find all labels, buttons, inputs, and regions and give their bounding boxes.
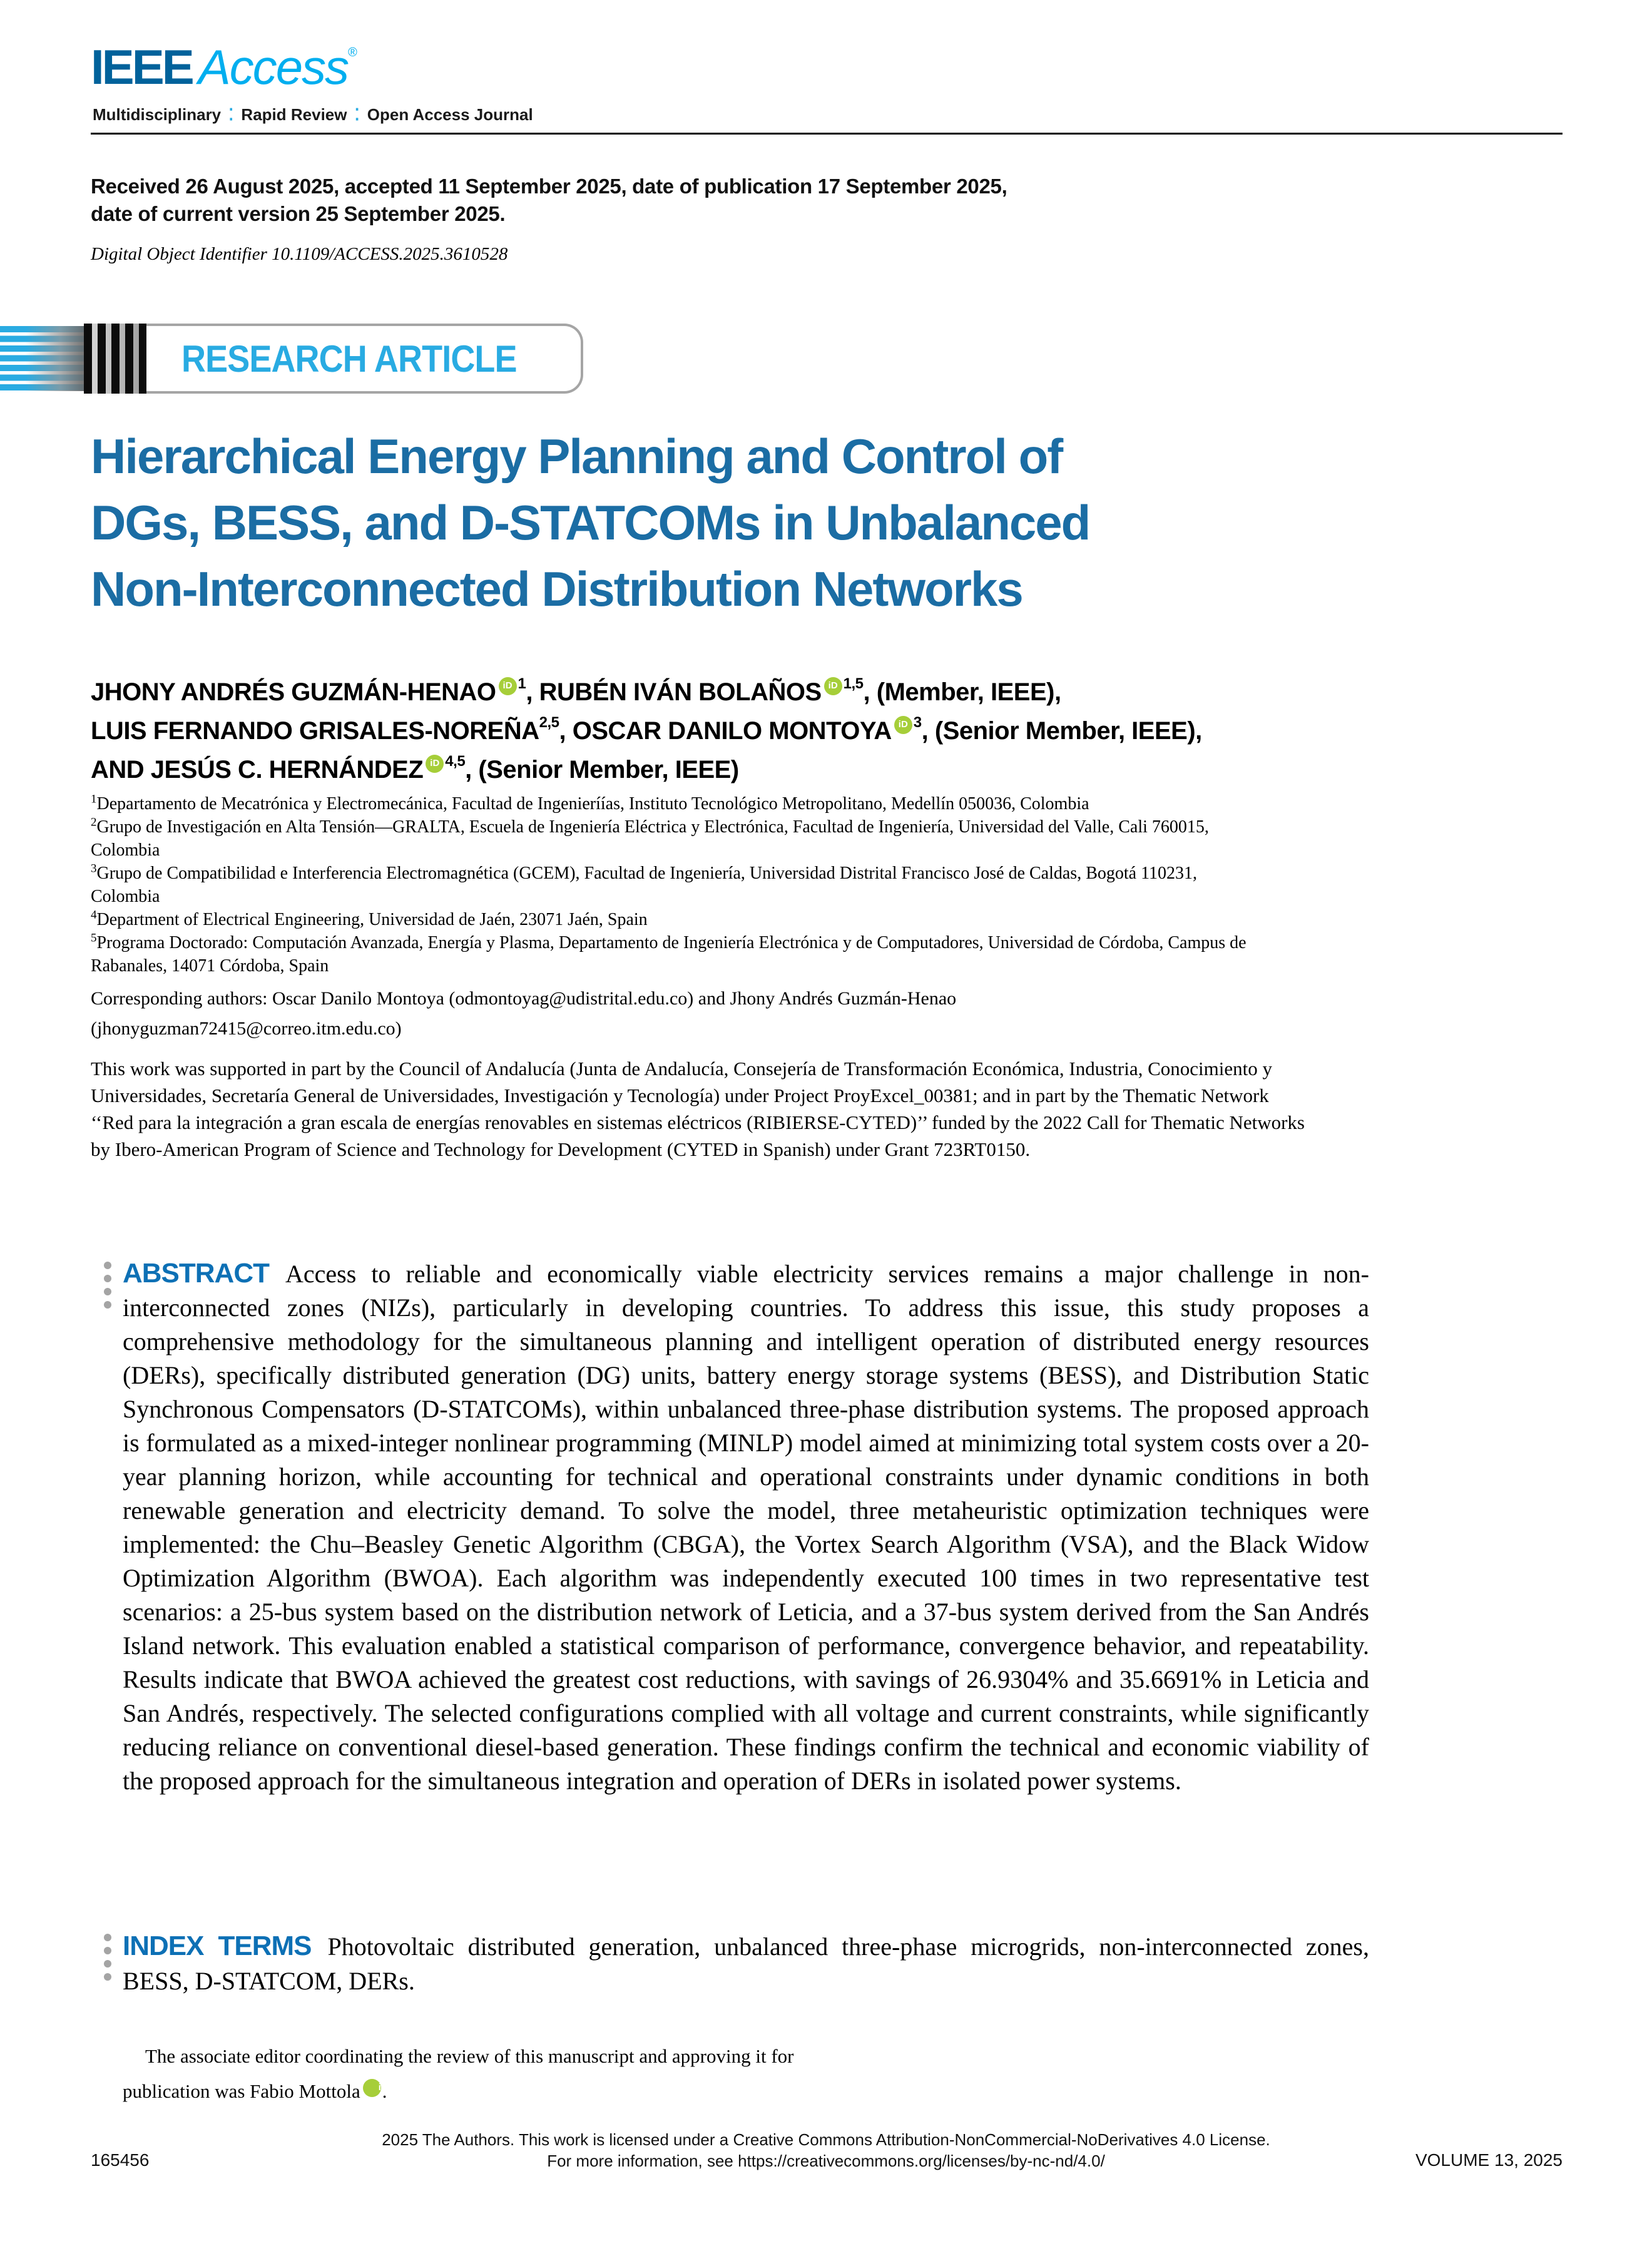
author-name: LUIS FERNANDO GRISALES-NOREÑA xyxy=(91,717,539,745)
doi: Digital Object Identifier 10.1109/ACCESS… xyxy=(91,244,508,264)
orcid-icon[interactable]: iD xyxy=(498,676,517,695)
article-type-label: RESEARCH ARTICLE xyxy=(181,337,518,380)
affiliation-sup: 4 xyxy=(91,908,97,922)
dot xyxy=(104,1947,111,1954)
author-name: , (Member, IEEE), xyxy=(863,678,1062,706)
index-terms-text: Photovoltaic distributed generation, unb… xyxy=(123,1932,1369,1995)
affiliations: 1Departamento de Mecatrónica y Electrome… xyxy=(91,792,1267,978)
author-name: , (Senior Member, IEEE), xyxy=(921,717,1203,745)
author-affiliation-sup: 3 xyxy=(913,714,922,731)
orcid-icon[interactable]: iD xyxy=(362,2078,388,2097)
volume-info: VOLUME 13, 2025 xyxy=(1415,2150,1563,2170)
tagline-separator-icon: ⁚ xyxy=(228,105,234,124)
license-note: 2025 The Authors. This work is licensed … xyxy=(0,2129,1652,2172)
abstract: ABSTRACT Access to reliable and economica… xyxy=(123,1257,1369,1798)
orcid-icon[interactable]: iD xyxy=(426,754,444,773)
author-name: , OSCAR DANILO MONTOYA xyxy=(559,717,892,745)
author-line: LUIS FERNANDO GRISALES-NOREÑA2,5, OSCAR … xyxy=(91,712,1202,750)
abstract-heading: ABSTRACT xyxy=(123,1258,270,1289)
affiliation-text: Department of Electrical Engineering, Un… xyxy=(96,910,648,929)
abstract-section-marker xyxy=(104,1262,111,1309)
author-name: JHONY ANDRÉS GUZMÁN-HENAO xyxy=(91,678,496,706)
title-line: Hierarchical Energy Planning and Control… xyxy=(91,429,1063,484)
orcid-icon[interactable]: iD xyxy=(823,676,842,695)
dot xyxy=(104,1288,111,1295)
editor-note: The associate editor coordinating the re… xyxy=(123,2039,798,2109)
author-name: , (Senior Member, IEEE) xyxy=(465,756,739,784)
author-lines: JHONY ANDRÉS GUZMÁN-HENAO iD 1, RUBÉN IVÁN… xyxy=(91,673,1202,789)
received-line: date of current version 25 September 202… xyxy=(91,202,506,225)
affiliation-sup: 3 xyxy=(91,862,97,875)
abstract-text: Access to reliable and economically viab… xyxy=(123,1260,1369,1795)
affiliation-text: Grupo de Compatibilidad e Interferencia … xyxy=(91,864,1198,906)
logo-tagline: Multidisciplinary ⁚ Rapid Review ⁚ Open Acce… xyxy=(93,105,533,125)
affiliation-sup: 1 xyxy=(91,792,97,806)
tagline-word: Rapid Review xyxy=(241,105,347,124)
affiliation-item: 4Department of Electrical Engineering, U… xyxy=(91,908,1267,931)
affiliation-sup: 5 xyxy=(91,931,97,945)
ieee-logo-text: IEEE xyxy=(91,39,195,94)
funding-note: This work was supported in part by the C… xyxy=(91,1058,1305,1160)
index-terms-heading: INDEX TERMS xyxy=(123,1931,312,1961)
affiliation-item: 3Grupo de Compatibilidad e Interferencia… xyxy=(91,862,1267,908)
editor-note-suffix: . xyxy=(382,2080,387,2102)
affiliation-text: Departamento de Mecatrónica y Electromec… xyxy=(96,794,1089,814)
journal-logo: IEEE Access® xyxy=(91,39,357,96)
author-affiliation-sup: 1 xyxy=(518,675,526,692)
author-affiliation-sup: 2,5 xyxy=(539,714,559,731)
received-line: Received 26 August 2025, accepted 11 Sep… xyxy=(91,175,1007,198)
dot xyxy=(104,1275,111,1282)
editor-note-text: The associate editor coordinating the re… xyxy=(123,2045,794,2102)
corresponding-authors: Corresponding authors: Oscar Danilo Mont… xyxy=(91,988,957,1039)
header-rule xyxy=(91,133,1563,135)
index-terms-section-marker xyxy=(104,1934,111,1981)
author-name: AND JESÚS C. HERNÁNDEZ xyxy=(91,756,424,784)
dot xyxy=(104,1301,111,1309)
tagline-word: Open Access Journal xyxy=(367,105,533,124)
research-article-banner: RESEARCH ARTICLE xyxy=(0,324,601,394)
banner-bars-decoration xyxy=(84,324,146,394)
title-line: Non-Interconnected Distribution Networks xyxy=(91,561,1024,616)
paper-title: Hierarchical Energy Planning and Control… xyxy=(91,423,1091,622)
dot xyxy=(104,1973,111,1981)
author-line: AND JESÚS C. HERNÁNDEZ iD 4,5, (Senior Mem… xyxy=(91,750,1202,789)
license-line: For more information, see https://creati… xyxy=(547,2152,1105,2170)
author-line: JHONY ANDRÉS GUZMÁN-HENAO iD 1, RUBÉN IVÁN… xyxy=(91,673,1202,712)
banner-stripes-decoration xyxy=(0,326,84,391)
tagline-separator-icon: ⁚ xyxy=(354,105,360,124)
banner-box: RESEARCH ARTICLE xyxy=(146,324,583,394)
affiliation-item: 2Grupo de Investigación en Alta Tensión—… xyxy=(91,815,1267,862)
access-logo-text: Access xyxy=(198,39,349,94)
affiliation-sup: 2 xyxy=(91,815,97,829)
index-terms: INDEX TERMS Photovoltaic distributed gene… xyxy=(123,1929,1369,1998)
author-affiliation-sup: 4,5 xyxy=(445,753,466,770)
registered-mark-icon: ® xyxy=(348,46,357,59)
affiliation-text: Programa Doctorado: Computación Avanzada… xyxy=(91,933,1247,976)
dot xyxy=(104,1934,111,1941)
license-line: 2025 The Authors. This work is licensed … xyxy=(382,2130,1270,2149)
dot xyxy=(104,1262,111,1269)
tagline-word: Multidisciplinary xyxy=(93,105,222,124)
affiliation-item: 1Departamento de Mecatrónica y Electrome… xyxy=(91,792,1267,815)
dot xyxy=(104,1960,111,1968)
page-number: 165456 xyxy=(91,2150,150,2170)
orcid-icon[interactable]: iD xyxy=(894,715,912,734)
author-affiliation-sup: 1,5 xyxy=(843,675,864,692)
title-line: DGs, BESS, and D-STATCOMs in Unbalanced xyxy=(91,495,1091,550)
received-dates: Received 26 August 2025, accepted 11 Sep… xyxy=(91,173,1007,228)
affiliation-text: Grupo de Investigación en Alta Tensión—G… xyxy=(91,817,1209,860)
affiliation-item: 5Programa Doctorado: Computación Avanzad… xyxy=(91,931,1267,978)
author-name: , RUBÉN IVÁN BOLAÑOS xyxy=(526,678,822,706)
